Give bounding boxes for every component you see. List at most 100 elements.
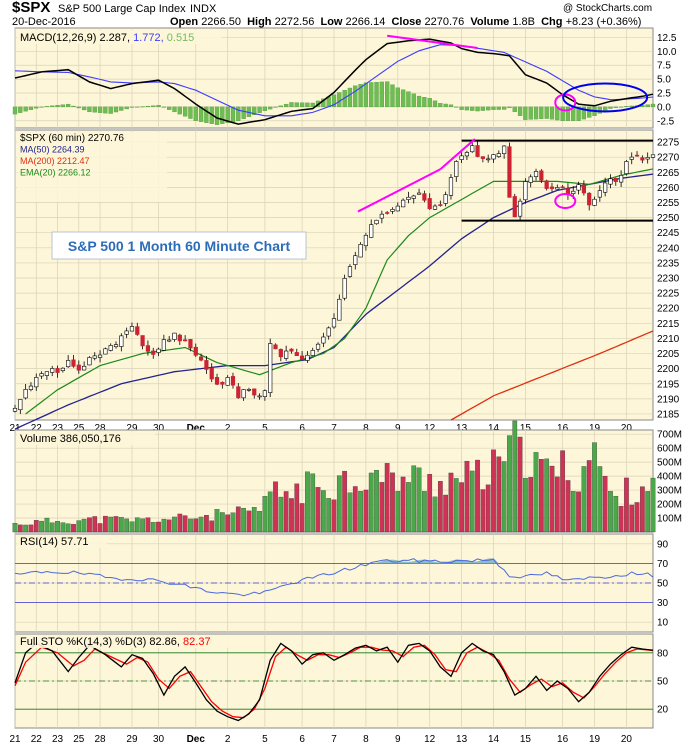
- volume-bar: [28, 524, 34, 533]
- candle-body: [97, 354, 103, 358]
- candle-body: [214, 377, 220, 385]
- macd-hist-bar: [44, 106, 50, 108]
- candle-body: [422, 193, 427, 201]
- y-tick-label: 7.5: [657, 61, 671, 72]
- candle-body: [310, 350, 315, 356]
- volume-bar: [358, 491, 363, 533]
- volume-bar: [326, 498, 332, 533]
- volume-bar: [443, 494, 449, 533]
- macd-hist-bar: [23, 106, 28, 112]
- volume-bar: [533, 452, 539, 533]
- volume-bar: [544, 458, 550, 533]
- candle-body: [475, 145, 480, 157]
- annotation-box: S&P 500 1 Month 60 Minute Chart: [51, 231, 307, 260]
- volume-bar: [448, 472, 454, 533]
- candle-body: [555, 187, 560, 190]
- candle-body: [273, 344, 278, 350]
- volume-bar: [549, 465, 555, 533]
- candle-body: [161, 339, 166, 351]
- macd-legend-bg: [17, 30, 222, 44]
- x-tick-label: 7: [331, 423, 337, 434]
- volume-bar: [331, 499, 337, 533]
- candle-body: [193, 346, 198, 356]
- candle-body: [60, 367, 65, 371]
- y-tick-label: 2245: [657, 228, 680, 239]
- macd-hist-bar: [76, 106, 81, 109]
- volume-bar: [374, 470, 379, 533]
- annotation-label: S&P 500 1 Month 60 Minute Chart: [68, 238, 291, 254]
- macd-hist-bar: [650, 103, 656, 108]
- rsi-legend: RSI(14) 57.71: [20, 536, 89, 548]
- candle-body: [634, 154, 640, 157]
- candle-body: [44, 371, 49, 376]
- volume-bar: [368, 472, 374, 533]
- macd-hist-bar: [214, 106, 220, 125]
- macd-hist-bar: [241, 106, 246, 119]
- macd-hist-bar: [608, 106, 613, 109]
- macd-hist-bar: [459, 106, 464, 110]
- volume-bar: [60, 522, 66, 533]
- macd-hist-bar: [549, 106, 555, 120]
- volume-bar: [262, 496, 268, 533]
- candle-body: [523, 181, 528, 201]
- candle-body: [486, 158, 491, 161]
- macd-hist-bar: [331, 94, 337, 108]
- ma200-line: [450, 330, 654, 421]
- y-tick-label: 2270: [657, 153, 680, 164]
- macd-hist-bar: [50, 105, 55, 108]
- candle-body: [252, 388, 257, 396]
- macd-hist-bar: [347, 87, 353, 108]
- candle-body: [470, 145, 475, 153]
- volume-bar: [172, 516, 177, 533]
- x-tick-label: 22: [31, 734, 43, 745]
- volume-bar: [469, 470, 475, 533]
- macd-hist-bar: [395, 87, 400, 108]
- volume-bar: [427, 474, 433, 533]
- macd-legend-part-3: 0.515: [167, 32, 195, 44]
- price-grid: [14, 130, 653, 420]
- price-legend-name: MA(50): [20, 145, 52, 155]
- macd-hist-bar: [432, 100, 438, 108]
- x-tick-label: Dec: [187, 423, 206, 434]
- volume-bar: [560, 450, 565, 533]
- volume-bar: [76, 520, 82, 533]
- macd-hist-bar: [448, 104, 454, 108]
- close-value: 2270.76: [424, 16, 465, 28]
- macd-hist-bar: [55, 105, 60, 108]
- candle-body: [401, 199, 406, 208]
- x-tick-label: 16: [557, 734, 569, 745]
- x-tick-label: 19: [589, 423, 601, 434]
- candle-body: [12, 407, 18, 412]
- macd-hist-bar: [220, 106, 225, 124]
- price-trend-annotation-2: [439, 138, 476, 171]
- macd-hist-bar: [108, 106, 113, 114]
- macd-hist-bar: [597, 106, 602, 114]
- volume-bar: [406, 482, 411, 533]
- x-tick-label: 12: [424, 734, 436, 745]
- high-label: High: [247, 16, 272, 28]
- candle-body: [135, 326, 140, 335]
- candle-body: [321, 336, 326, 344]
- price-legend-item: $SPX (60 min) 2270.76: [20, 133, 124, 144]
- macd-hist-bar: [533, 106, 539, 120]
- sto-legend-bg: [17, 635, 249, 648]
- volume-bar: [422, 491, 427, 533]
- volume-legend-bg: [17, 432, 155, 445]
- volume-bar: [624, 477, 629, 533]
- volume-legend-part-0: Volume: [20, 433, 60, 445]
- y-tick-label: 12.5: [657, 33, 677, 44]
- macd-hist-bar: [97, 106, 103, 113]
- candle-body: [629, 156, 634, 160]
- macd-hist-bar: [523, 106, 528, 120]
- macd-hist-bar: [486, 106, 491, 111]
- y-tick-label: 2230: [657, 274, 680, 285]
- candle-body: [103, 348, 108, 355]
- x-tick-label: 22: [31, 423, 43, 434]
- volume-bar: [283, 491, 289, 533]
- volume-bar: [634, 502, 640, 533]
- y-tick-label: 20: [657, 705, 669, 716]
- x-tick-label: 29: [126, 734, 138, 745]
- macd-hist-bar: [28, 106, 34, 110]
- macd-hist-bar: [385, 81, 390, 108]
- x-tick-label: 25: [73, 423, 85, 434]
